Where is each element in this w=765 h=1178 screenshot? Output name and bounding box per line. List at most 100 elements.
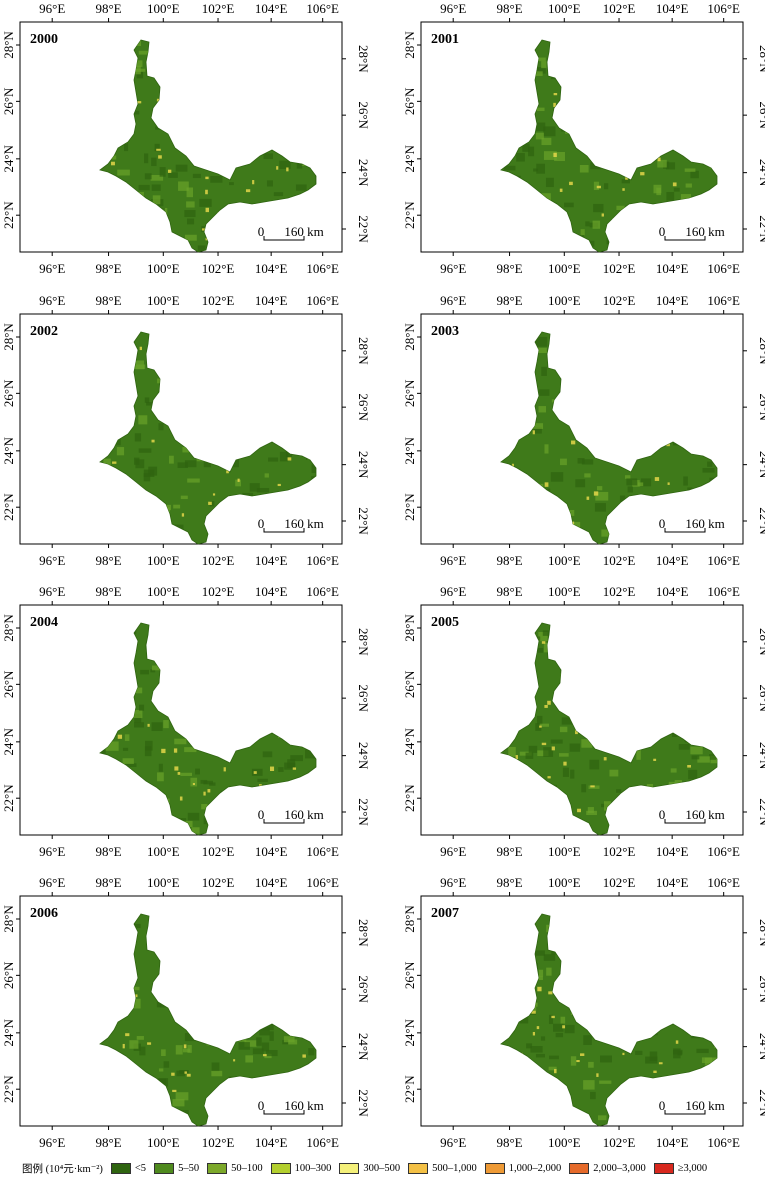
lon-label-top: 104°E xyxy=(656,293,689,308)
lon-label-top: 102°E xyxy=(603,875,636,890)
lat-label-right: 22°N xyxy=(356,1089,371,1117)
lon-label-bottom: 100°E xyxy=(147,844,180,859)
lon-label-top: 98°E xyxy=(95,1,121,16)
lat-label-right: 22°N xyxy=(757,798,765,826)
map-panel-2002: 96°E 96°E 98°E 98°E 100°E 100°E 102°E 102°E 104°… xyxy=(1,293,371,568)
lon-label-top: 106°E xyxy=(306,1,339,16)
lat-label-right: 24°N xyxy=(356,742,371,770)
lon-label-bottom: 104°E xyxy=(656,1135,689,1150)
lat-label-left: 28°N xyxy=(402,31,417,59)
scale-value: 160 km xyxy=(284,224,323,239)
lon-label-bottom: 104°E xyxy=(255,844,288,859)
scale-value: 160 km xyxy=(284,807,323,822)
lat-label-right: 24°N xyxy=(356,451,371,479)
lat-label-left: 24°N xyxy=(402,436,417,464)
legend-item: 5–50 xyxy=(154,1162,200,1174)
scale-bar xyxy=(263,1110,305,1115)
legend-label: 1,000–2,000 xyxy=(508,1162,562,1174)
lon-label-top: 104°E xyxy=(255,584,288,599)
lat-label-left: 26°N xyxy=(1,961,16,989)
lat-label-left: 24°N xyxy=(1,144,16,172)
panel-year: 2002 xyxy=(30,324,58,339)
scale-bar xyxy=(664,1110,706,1115)
lat-label-left: 22°N xyxy=(402,493,417,521)
study-region xyxy=(500,331,718,545)
scale-zero: 0 xyxy=(258,1098,265,1113)
lon-label-bottom: 100°E xyxy=(147,261,180,276)
legend-label: 2,000–3,000 xyxy=(593,1162,646,1174)
lon-label-bottom: 98°E xyxy=(496,844,522,859)
legend-label: 100–300 xyxy=(294,1162,332,1174)
lon-label-top: 98°E xyxy=(496,875,522,890)
lat-label-left: 26°N xyxy=(402,670,417,698)
lon-label-bottom: 106°E xyxy=(306,553,339,568)
lon-label-top: 104°E xyxy=(656,875,689,890)
legend-label: 5–50 xyxy=(178,1162,200,1174)
panel-year: 2007 xyxy=(431,906,459,921)
panel-year: 2000 xyxy=(30,32,58,47)
map-panel-2000: 96°E 96°E 98°E 98°E 100°E 100°E 102°E 102°E 104°… xyxy=(1,1,371,276)
lon-label-bottom: 96°E xyxy=(39,553,65,568)
scale-bar xyxy=(263,236,305,241)
scale-value: 160 km xyxy=(284,516,323,531)
lat-label-right: 26°N xyxy=(356,393,371,421)
lon-label-top: 96°E xyxy=(440,293,466,308)
lat-label-left: 22°N xyxy=(402,784,417,812)
lat-label-left: 28°N xyxy=(402,323,417,351)
lat-label-left: 28°N xyxy=(1,905,16,933)
lat-label-right: 22°N xyxy=(757,215,765,243)
lat-label-right: 24°N xyxy=(757,1033,765,1061)
legend-label: ≥3,000 xyxy=(677,1162,708,1174)
lon-label-top: 104°E xyxy=(656,1,689,16)
lat-label-right: 24°N xyxy=(356,159,371,187)
map-panel-2004: 96°E 96°E 98°E 98°E 100°E 100°E 102°E 102°E 104°… xyxy=(1,584,371,859)
lat-label-left: 22°N xyxy=(402,201,417,229)
lat-label-left: 24°N xyxy=(402,727,417,755)
lon-label-bottom: 106°E xyxy=(707,844,740,859)
legend-item: 2,000–3,000 xyxy=(569,1162,646,1174)
legend-swatch xyxy=(154,1162,175,1174)
lat-label-right: 28°N xyxy=(356,628,371,656)
lon-label-bottom: 104°E xyxy=(656,553,689,568)
lon-label-bottom: 106°E xyxy=(306,261,339,276)
lat-label-left: 26°N xyxy=(1,670,16,698)
lon-label-bottom: 96°E xyxy=(440,553,466,568)
lon-label-top: 100°E xyxy=(147,1,180,16)
lon-label-top: 102°E xyxy=(202,875,235,890)
lat-label-right: 22°N xyxy=(757,507,765,535)
lat-label-left: 24°N xyxy=(402,144,417,172)
legend-swatch xyxy=(408,1162,429,1174)
legend-item: 300–500 xyxy=(339,1162,400,1174)
lat-label-left: 28°N xyxy=(1,31,16,59)
scale-bar xyxy=(263,819,305,824)
lon-label-bottom: 100°E xyxy=(147,553,180,568)
lat-label-left: 24°N xyxy=(1,436,16,464)
lat-label-left: 22°N xyxy=(402,1075,417,1103)
lat-label-right: 28°N xyxy=(757,628,765,656)
lat-label-right: 26°N xyxy=(757,975,765,1003)
lat-label-right: 24°N xyxy=(356,1033,371,1061)
lat-label-right: 26°N xyxy=(757,101,765,129)
lon-label-bottom: 102°E xyxy=(603,553,636,568)
lon-label-bottom: 98°E xyxy=(95,261,121,276)
lon-label-bottom: 100°E xyxy=(548,1135,581,1150)
lon-label-bottom: 96°E xyxy=(440,1135,466,1150)
scale-zero: 0 xyxy=(659,516,666,531)
lon-label-top: 98°E xyxy=(496,1,522,16)
lat-label-left: 24°N xyxy=(1,1018,16,1046)
legend-item: ≥3,000 xyxy=(653,1162,708,1174)
lon-label-bottom: 104°E xyxy=(255,553,288,568)
lon-label-bottom: 100°E xyxy=(548,844,581,859)
legend-swatch xyxy=(110,1162,131,1174)
legend-swatch xyxy=(270,1162,291,1174)
lon-label-top: 106°E xyxy=(707,1,740,16)
scale-bar xyxy=(664,236,706,241)
legend-label: 50–100 xyxy=(231,1162,263,1174)
lon-label-bottom: 100°E xyxy=(548,553,581,568)
scale-zero: 0 xyxy=(258,224,265,239)
lon-label-top: 102°E xyxy=(202,293,235,308)
lon-label-top: 102°E xyxy=(603,293,636,308)
lat-label-right: 22°N xyxy=(356,798,371,826)
lon-label-top: 106°E xyxy=(707,293,740,308)
scale-value: 160 km xyxy=(685,516,724,531)
